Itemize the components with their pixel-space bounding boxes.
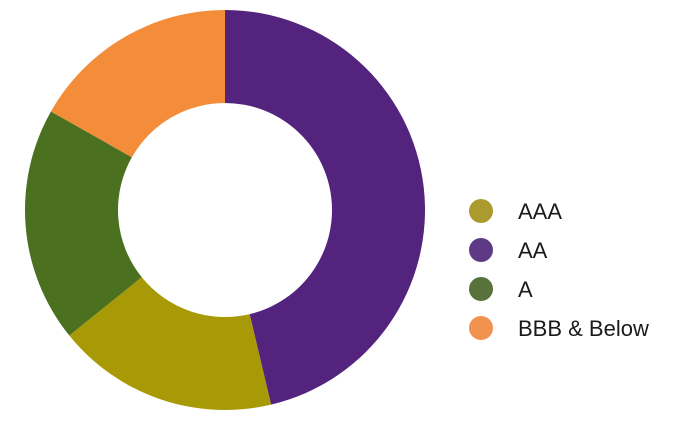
legend-marker-a	[469, 277, 493, 301]
legend-label-aa: AA	[518, 238, 548, 263]
slice-a	[24, 111, 142, 336]
legend-label-bbb-and-below: BBB & Below	[518, 316, 649, 341]
legend-label-a: A	[518, 277, 533, 302]
legend-marker-bbb-and-below	[469, 316, 493, 340]
legend-item-aaa: AAA	[469, 199, 562, 224]
legend-item-bbb-and-below: BBB & Below	[469, 316, 649, 341]
legend-label-aaa: AAA	[518, 199, 562, 224]
slice-bbb-and-below	[50, 10, 225, 158]
legend-marker-aaa	[469, 199, 493, 223]
legend-item-a: A	[469, 277, 533, 302]
legend-marker-aa	[469, 238, 493, 262]
legend-item-aa: AA	[469, 238, 548, 263]
donut-slices	[24, 10, 426, 410]
slice-aa	[225, 10, 426, 405]
slice-aaa	[69, 277, 272, 410]
